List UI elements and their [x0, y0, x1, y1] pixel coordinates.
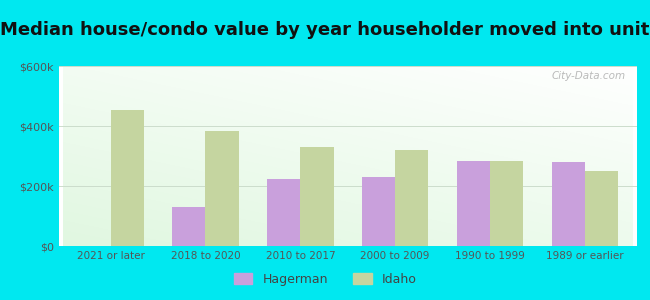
Text: City-Data.com: City-Data.com: [551, 71, 625, 81]
Bar: [111, 110, 144, 246]
Legend: Hagerman, Idaho: Hagerman, Idaho: [229, 268, 421, 291]
Bar: [552, 162, 585, 246]
Text: Median house/condo value by year householder moved into unit: Median house/condo value by year househo…: [0, 21, 650, 39]
Bar: [585, 171, 618, 246]
Bar: [172, 207, 205, 246]
Bar: [362, 177, 395, 246]
Bar: [395, 150, 428, 246]
Bar: [267, 178, 300, 246]
Bar: [490, 160, 523, 246]
Bar: [300, 147, 333, 246]
Bar: [205, 130, 239, 246]
Bar: [457, 160, 490, 246]
